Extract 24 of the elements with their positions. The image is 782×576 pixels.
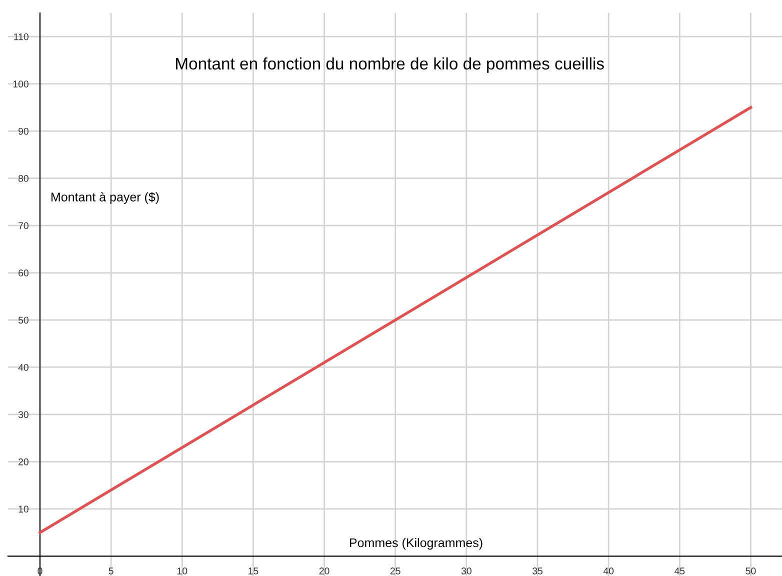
y-tick-label: 50 [18,316,28,324]
y-tick-label: 40 [18,364,28,371]
y-tick-label: 70 [18,222,28,230]
x-tick-label: 15 [248,568,258,574]
y-tick-label: 60 [18,270,28,276]
x-tick-label: 10 [177,568,188,574]
x-tick-label: 5 [108,568,114,574]
y-tick-label: 100 [13,80,28,88]
x-tick-label: 20 [319,568,330,574]
y-tick-label: 30 [18,411,28,418]
y-tick-label: 110 [14,33,28,40]
y-tick-label: 90 [18,128,28,135]
y-axis-title: Montant à payer ($) [51,192,159,204]
y-tick-label: 10 [18,506,28,513]
x-axis-title: Pommes (Kilogrammes) [350,538,482,550]
x-tick-label: 50 [746,568,756,574]
text: Montant en fonction du nombre de kilo de pommes cueillis [176,57,604,73]
y-tick-label: 80 [18,175,28,182]
x-tick-label: 40 [603,568,614,574]
y-tick-label: 20 [18,458,28,466]
x-tick-label: 45 [674,568,685,574]
x-tick-label: 25 [390,568,400,574]
x-tick-label: 35 [532,568,543,574]
x-tick-label: 30 [461,568,472,574]
